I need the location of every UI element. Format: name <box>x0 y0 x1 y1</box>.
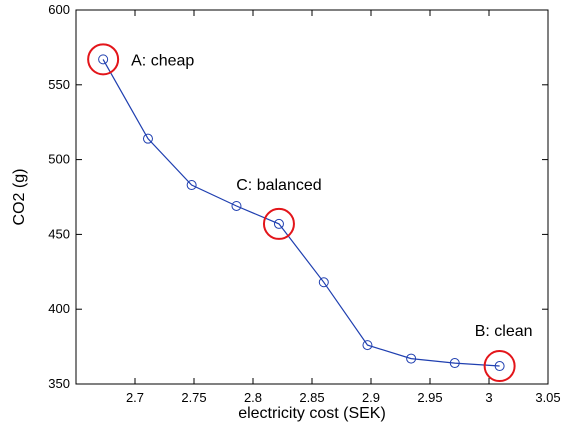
x-tick-label: 2.9 <box>362 390 380 405</box>
data-point <box>318 277 329 288</box>
y-tick-label: 600 <box>48 2 70 17</box>
plot-area <box>75 9 549 385</box>
y-axis-label: CO2 (g) <box>11 169 28 226</box>
series-line <box>102 59 500 367</box>
y-tick-label: 350 <box>48 376 70 391</box>
x-tick-label: 2.7 <box>126 390 144 405</box>
x-axis: 2.7 2.75 2.8 2.85 2.9 2.95 3 3.05 <box>126 10 561 405</box>
highlight-circle <box>483 350 516 383</box>
annotation-label: A: cheap <box>131 52 194 69</box>
data-point <box>406 353 417 364</box>
x-tick-label: 3 <box>485 390 492 405</box>
x-tick-label: 2.95 <box>417 390 442 405</box>
data-point <box>231 200 242 211</box>
data-point <box>273 218 284 229</box>
y-axis: 350 400 450 500 550 600 <box>48 2 548 391</box>
data-point <box>449 358 460 369</box>
y-tick-label: 550 <box>48 77 70 92</box>
data-point <box>494 361 505 372</box>
highlight-circle <box>262 207 295 240</box>
annotation-label: C: balanced <box>236 177 321 194</box>
data-point <box>362 340 373 351</box>
x-tick-label: 2.8 <box>244 390 262 405</box>
x-tick-label: 2.85 <box>299 390 324 405</box>
y-tick-label: 450 <box>48 226 70 241</box>
data-point <box>142 133 153 144</box>
x-tick-label: 3.05 <box>535 390 560 405</box>
annotations: A: cheap C: balanced B: clean <box>87 43 533 383</box>
y-tick-label: 400 <box>48 301 70 316</box>
highlight-circle <box>87 43 120 76</box>
data-point <box>98 54 109 65</box>
x-axis-label: electricity cost (SEK) <box>238 405 386 422</box>
y-tick-label: 500 <box>48 152 70 167</box>
data-series <box>98 54 505 372</box>
annotation-label: B: clean <box>475 323 533 340</box>
x-tick-label: 2.75 <box>181 390 206 405</box>
data-point <box>186 180 197 191</box>
